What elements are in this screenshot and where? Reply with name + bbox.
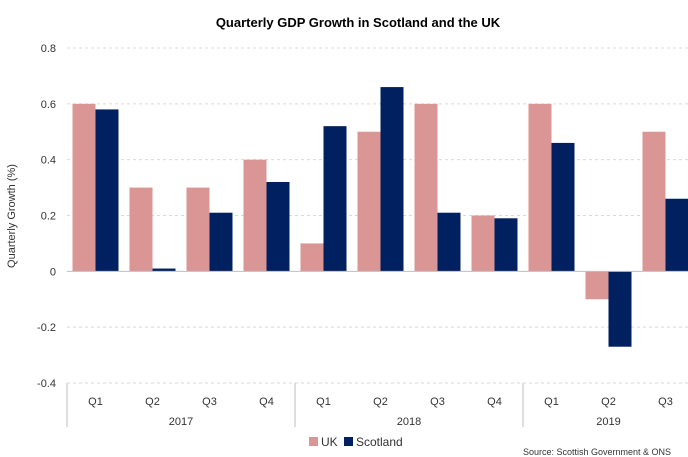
bar-scotland bbox=[209, 212, 233, 272]
bar-uk bbox=[471, 215, 495, 272]
bar-scotland bbox=[152, 268, 176, 272]
y-tick-label: 0.6 bbox=[41, 99, 56, 111]
chart-title: Quarterly GDP Growth in Scotland and the… bbox=[216, 15, 501, 30]
bar-scotland bbox=[437, 212, 461, 272]
source-note: Source: Scottish Government & ONS bbox=[523, 447, 671, 457]
y-tick-label: 0.2 bbox=[41, 211, 56, 223]
y-tick-label: 0.8 bbox=[41, 43, 56, 55]
year-group-label: 2019 bbox=[596, 416, 620, 428]
bar-scotland bbox=[323, 126, 347, 272]
bars bbox=[67, 87, 688, 347]
bar-scotland bbox=[608, 271, 632, 347]
bar-uk bbox=[357, 131, 381, 272]
bar-uk bbox=[300, 243, 324, 272]
y-tick-label: 0 bbox=[50, 266, 56, 278]
bar-scotland bbox=[95, 109, 119, 272]
x-tick-label: Q3 bbox=[430, 396, 445, 408]
bar-uk bbox=[528, 103, 552, 272]
bar-scotland bbox=[266, 182, 290, 272]
bar-uk bbox=[129, 187, 153, 272]
legend-swatch-uk bbox=[309, 437, 318, 446]
x-tick-label: Q1 bbox=[316, 396, 331, 408]
bar-uk bbox=[642, 131, 666, 272]
legend-label-uk: UK bbox=[321, 435, 338, 449]
legend-label-scotland: Scotland bbox=[356, 435, 403, 449]
x-tick-label: Q2 bbox=[373, 396, 388, 408]
year-group-label: 2018 bbox=[397, 416, 421, 428]
x-tick-label: Q4 bbox=[487, 396, 502, 408]
bar-uk bbox=[243, 159, 267, 272]
bar-uk bbox=[72, 103, 96, 272]
x-axis: Q1 Q2 Q3 Q4 2017 Q1 Q2 Q3 Q4 2018 Q1 Q2 Q3 2019 bbox=[66, 383, 673, 428]
x-tick-label: Q1 bbox=[88, 396, 103, 408]
legend: UK Scotland bbox=[309, 435, 403, 449]
bar-scotland bbox=[551, 142, 575, 272]
y-tick-label: -0.4 bbox=[37, 378, 56, 390]
bar-scotland bbox=[665, 198, 688, 272]
bar-scotland bbox=[494, 218, 518, 272]
x-tick-label: Q2 bbox=[601, 396, 616, 408]
y-axis-ticks: -0.4 -0.2 0 0.2 0.4 0.6 0.8 bbox=[37, 43, 56, 390]
bar-uk bbox=[585, 271, 609, 300]
year-group-label: 2017 bbox=[169, 416, 193, 428]
x-tick-label: Q3 bbox=[202, 396, 217, 408]
y-axis-label: Quarterly Growth (%) bbox=[6, 164, 18, 268]
y-tick-label: -0.2 bbox=[37, 322, 56, 334]
legend-swatch-scotland bbox=[344, 437, 353, 446]
bar-uk bbox=[186, 187, 210, 272]
x-tick-label: Q4 bbox=[259, 396, 274, 408]
x-tick-label: Q2 bbox=[145, 396, 160, 408]
x-tick-label: Q3 bbox=[658, 396, 673, 408]
y-tick-label: 0.4 bbox=[41, 155, 56, 167]
bar-uk bbox=[414, 103, 438, 272]
x-tick-label: Q1 bbox=[544, 396, 559, 408]
bar-scotland bbox=[380, 87, 404, 272]
